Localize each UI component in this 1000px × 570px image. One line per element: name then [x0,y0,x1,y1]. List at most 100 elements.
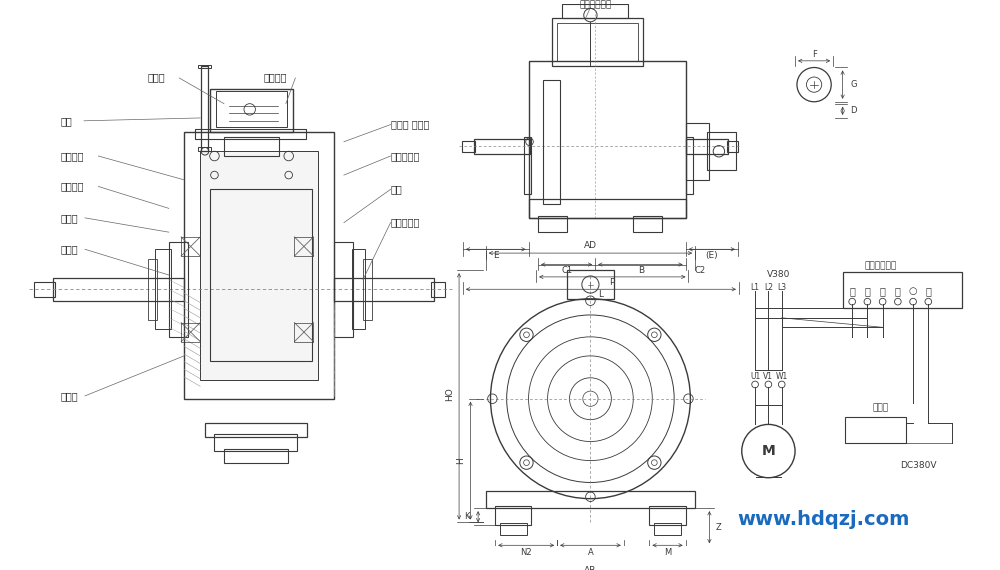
Text: －: － [849,286,855,296]
Bar [181,323,200,341]
Bar [181,237,200,256]
Text: L3: L3 [777,283,786,292]
Text: 花键套: 花键套 [60,391,78,401]
Bar [500,523,527,535]
Text: 制动轴: 制动轴 [60,245,78,254]
Bar [529,199,686,218]
Text: V1: V1 [763,372,773,381]
Text: V380: V380 [767,271,790,279]
Bar [148,259,157,320]
Bar [552,18,643,66]
Bar [352,249,365,329]
Text: ～: ～ [880,286,886,296]
Bar [53,278,184,301]
Text: M: M [762,444,775,458]
Text: ～: ～ [925,286,931,296]
Bar [486,491,695,508]
Bar [562,4,628,18]
Text: U1: U1 [750,372,760,381]
Text: H: H [456,457,465,464]
Text: C2: C2 [694,266,705,275]
Bar [216,91,287,128]
Text: N2: N2 [520,548,532,557]
Text: 手动制式手柄: 手动制式手柄 [579,0,611,9]
Bar [334,278,434,301]
Bar [707,132,736,170]
Bar [195,129,306,139]
Text: (E): (E) [705,250,718,259]
Text: L2: L2 [764,283,773,292]
Bar [363,259,372,320]
Text: AD: AD [584,241,597,250]
Bar [224,137,279,156]
Text: 制动器: 制动器 [873,404,889,413]
Text: K: K [464,512,469,521]
Bar [727,141,738,152]
Bar [224,449,288,463]
Text: 半波整流装置: 半波整流装置 [865,261,897,270]
Bar [843,272,962,308]
Text: 焊接壳体: 焊接壳体 [60,151,84,161]
Bar [198,64,211,68]
Text: 深沟球轴承: 深沟球轴承 [391,218,420,227]
Text: Z: Z [716,523,722,532]
Bar [200,151,318,380]
Bar [214,434,297,451]
Bar [205,422,307,437]
Text: L1: L1 [751,283,760,292]
Bar [633,216,662,232]
Bar [686,137,693,194]
Bar [543,80,560,203]
Text: 盘式制动器: 盘式制动器 [391,151,420,161]
Bar [462,141,475,152]
Bar [686,139,728,154]
Bar [567,270,614,299]
Text: ○: ○ [909,286,917,296]
Text: HO: HO [445,387,454,401]
Bar [198,148,211,151]
Bar [210,89,293,132]
Bar [649,506,686,526]
Bar [155,249,171,329]
Text: AB: AB [584,565,597,570]
Text: 接线盒: 接线盒 [148,72,165,82]
Bar [294,237,313,256]
Bar [654,523,681,535]
Text: 接线柱 整流器: 接线柱 整流器 [391,120,429,129]
Text: E: E [493,250,499,259]
Bar [201,66,208,151]
Text: B: B [638,266,644,275]
Bar [294,323,313,341]
Text: C1: C1 [561,266,572,275]
Text: G: G [850,80,857,89]
Bar [474,139,530,154]
Text: A: A [588,548,593,557]
Text: L: L [598,291,603,299]
Bar [524,137,531,194]
Text: ＋: ＋ [895,286,901,296]
Text: 轴承盖: 轴承盖 [60,213,78,223]
Ellipse shape [238,283,267,295]
Bar [557,23,638,61]
Text: W1: W1 [776,372,788,381]
Text: 接线盒盖: 接线盒盖 [264,72,287,82]
Bar [845,417,906,443]
Text: 焊接端盖: 焊接端盖 [60,181,84,192]
Bar [169,242,188,337]
Text: www.hdqzj.com: www.hdqzj.com [737,510,910,529]
Text: D: D [850,106,857,115]
Bar [686,123,709,180]
Text: DC380V: DC380V [901,461,937,470]
Bar [495,506,531,526]
Bar [431,282,445,297]
Text: ～: ～ [864,286,870,296]
Bar [34,282,55,297]
Bar [538,216,567,232]
Text: F: F [812,50,817,59]
Bar [529,61,686,218]
Text: M: M [664,548,671,557]
Text: 箱盖: 箱盖 [391,184,402,194]
Text: 手柄: 手柄 [60,116,72,126]
Text: P: P [610,278,615,287]
Bar [184,132,334,399]
